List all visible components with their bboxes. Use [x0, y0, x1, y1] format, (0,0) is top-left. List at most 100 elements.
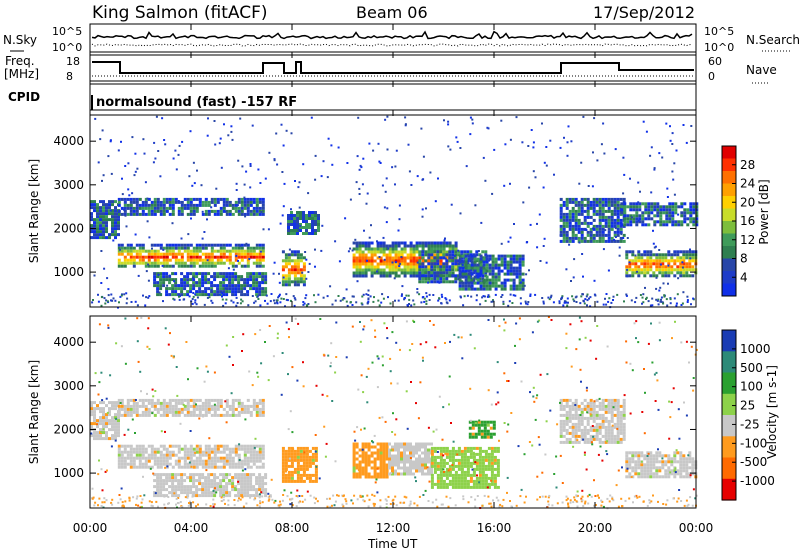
- data-cell: [180, 476, 184, 480]
- data-cell: [454, 244, 458, 248]
- data-cell: [491, 263, 495, 267]
- data-cell: [259, 304, 262, 307]
- data-cell: [585, 229, 588, 231]
- data-cell: [171, 264, 175, 268]
- data-cell: [656, 205, 660, 209]
- data-cell: [464, 263, 468, 267]
- data-cell: [290, 280, 294, 284]
- data-cell: [445, 241, 449, 245]
- data-cell: [484, 464, 488, 468]
- data-cell: [355, 262, 359, 266]
- data-cell: [168, 398, 172, 402]
- data-cell: [252, 278, 256, 282]
- data-cell: [225, 444, 229, 448]
- data-cell: [180, 206, 184, 210]
- data-cell: [240, 290, 244, 294]
- data-cell: [201, 281, 205, 285]
- data-cell: [105, 431, 108, 435]
- data-cell: [483, 435, 487, 439]
- data-cell: [463, 470, 467, 474]
- data-cell: [97, 300, 100, 303]
- nsky-label: N.Sky: [3, 33, 37, 47]
- data-cell: [377, 142, 380, 145]
- data-cell: [668, 205, 672, 209]
- data-cell: [261, 252, 265, 256]
- data-cell: [397, 442, 400, 446]
- data-cell: [691, 274, 695, 278]
- data-cell: [539, 260, 542, 262]
- data-cell: [119, 248, 121, 251]
- data-cell: [668, 220, 672, 224]
- data-cell: [668, 217, 672, 221]
- data-cell: [403, 472, 406, 476]
- data-cell: [506, 254, 510, 258]
- data-cell: [500, 296, 503, 298]
- data-cell: [213, 450, 217, 454]
- data-cell: [464, 254, 468, 258]
- data-cell: [358, 460, 362, 464]
- data-cell: [302, 226, 305, 229]
- data-cell: [379, 259, 383, 263]
- data-cell: [249, 252, 253, 256]
- data-cell: [198, 243, 202, 247]
- data-cell: [445, 298, 448, 301]
- data-cell: [679, 256, 683, 260]
- data-cell: [228, 212, 232, 216]
- data-cell: [186, 413, 190, 417]
- data-cell: [150, 252, 154, 256]
- data-cell: [367, 448, 371, 452]
- data-cell: [231, 459, 235, 463]
- data-cell: [255, 275, 259, 279]
- data-cell: [99, 428, 102, 432]
- data-cell: [515, 269, 519, 273]
- data-cell: [180, 200, 184, 204]
- data-cell: [150, 261, 154, 265]
- data-cell: [195, 243, 199, 247]
- data-cell: [403, 451, 406, 455]
- data-cell: [153, 264, 157, 268]
- data-cell: [281, 171, 284, 173]
- data-cell: [296, 452, 300, 456]
- data-cell: [219, 290, 223, 294]
- data-cell: [397, 229, 400, 232]
- data-cell: [379, 451, 383, 455]
- data-cell: [364, 460, 368, 464]
- data-cell: [241, 300, 244, 303]
- data-cell: [90, 425, 93, 429]
- data-cell: [477, 420, 481, 424]
- data-cell: [497, 266, 501, 270]
- data-cell: [592, 419, 596, 423]
- data-cell: [240, 264, 244, 268]
- data-cell: [442, 485, 446, 489]
- data-cell: [484, 299, 487, 302]
- data-cell: [114, 422, 117, 426]
- data-cell: [403, 259, 407, 263]
- data-cell: [174, 284, 178, 288]
- data-cell: [261, 465, 265, 469]
- data-cell: [261, 206, 265, 210]
- data-cell: [403, 454, 406, 458]
- data-cell: [255, 255, 259, 259]
- data-cell: [667, 250, 671, 254]
- data-cell: [180, 212, 184, 216]
- data-cell: [249, 163, 252, 165]
- data-cell: [616, 233, 620, 237]
- data-cell: [461, 275, 465, 279]
- data-cell: [213, 278, 217, 282]
- data-cell: [261, 209, 265, 213]
- data-cell: [117, 398, 121, 402]
- data-cell: [430, 469, 433, 473]
- data-cell: [195, 407, 199, 411]
- data-cell: [442, 274, 446, 278]
- data-cell: [213, 485, 217, 489]
- data-cell: [589, 410, 593, 414]
- data-cell: [195, 494, 199, 498]
- data-cell: [475, 485, 479, 489]
- data-cell: [294, 180, 296, 182]
- data-cell: [386, 115, 389, 118]
- data-cell: [451, 482, 455, 486]
- data-cell: [580, 203, 584, 207]
- data-cell: [193, 182, 196, 185]
- data-cell: [156, 255, 160, 259]
- data-cell: [246, 243, 250, 247]
